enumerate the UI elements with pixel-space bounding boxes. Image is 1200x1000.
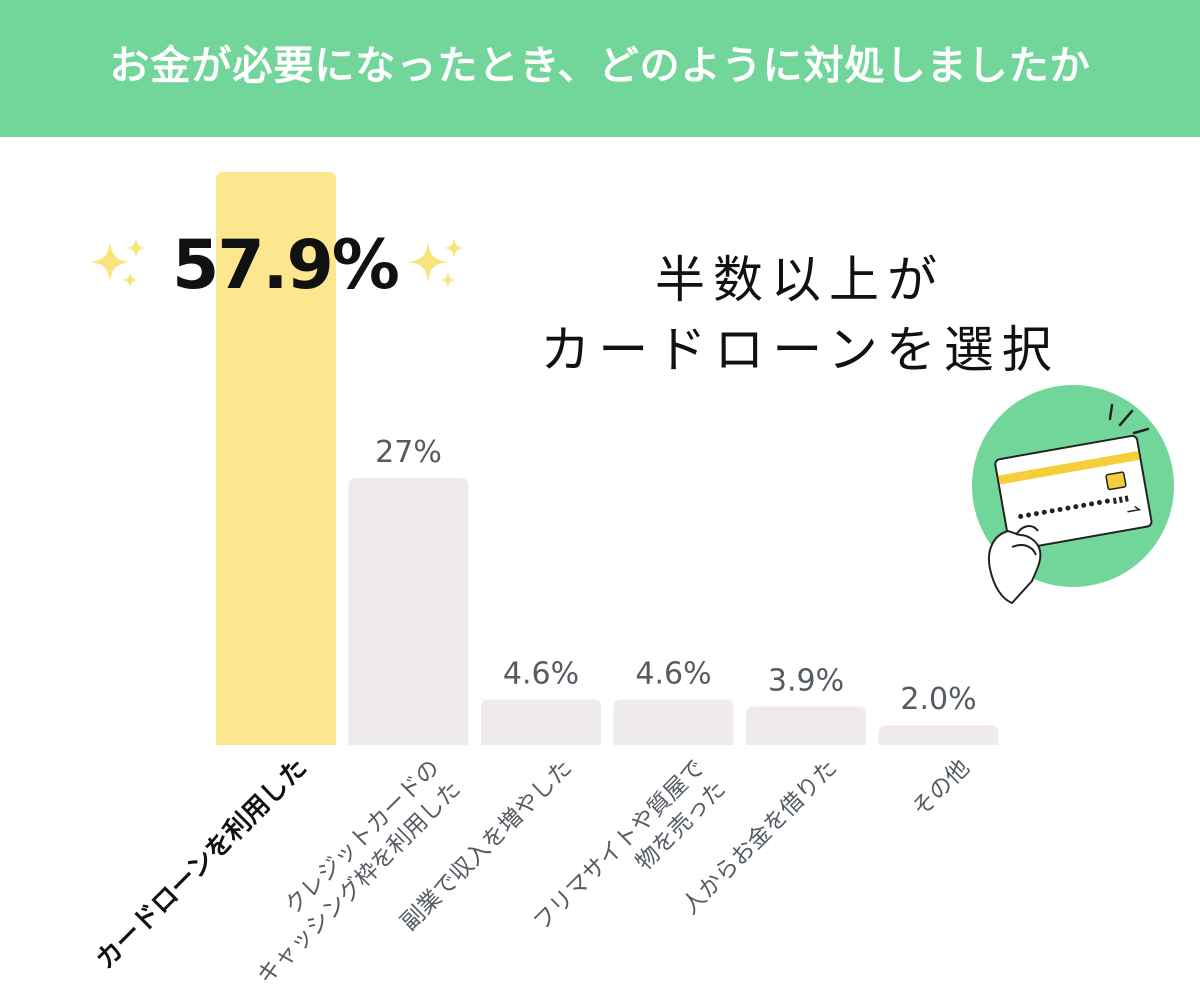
credit-card-hand-icon	[972, 385, 1174, 605]
bar-0	[216, 172, 336, 745]
chart-title: お金が必要になったとき、どのように対処しましたか	[109, 42, 1091, 89]
bar-3	[613, 699, 734, 745]
value-label-4: 3.9%	[768, 663, 844, 698]
value-label-5: 2.0%	[900, 682, 976, 717]
bar-2	[481, 699, 601, 745]
headline: 半数以上が カードローンを選択	[520, 245, 1080, 385]
category-label-5: その他	[908, 755, 975, 822]
value-label-2: 4.6%	[503, 656, 579, 691]
header-banner: お金が必要になったとき、どのように対処しましたか	[0, 0, 1200, 137]
sparkle-icon	[408, 238, 464, 288]
sparkle-icon	[90, 238, 146, 288]
bar-4	[746, 706, 866, 745]
headline-line-2: カードローンを選択	[540, 321, 1060, 379]
headline-line-1: 半数以上が	[655, 251, 945, 309]
value-label-3: 4.6%	[635, 656, 711, 691]
highlight-value: 57.9%	[172, 226, 400, 305]
bar-1	[348, 477, 469, 745]
bar-5	[878, 725, 999, 745]
category-label-0: カードローンを利用した	[90, 753, 313, 976]
value-label-1: 27%	[375, 435, 442, 470]
